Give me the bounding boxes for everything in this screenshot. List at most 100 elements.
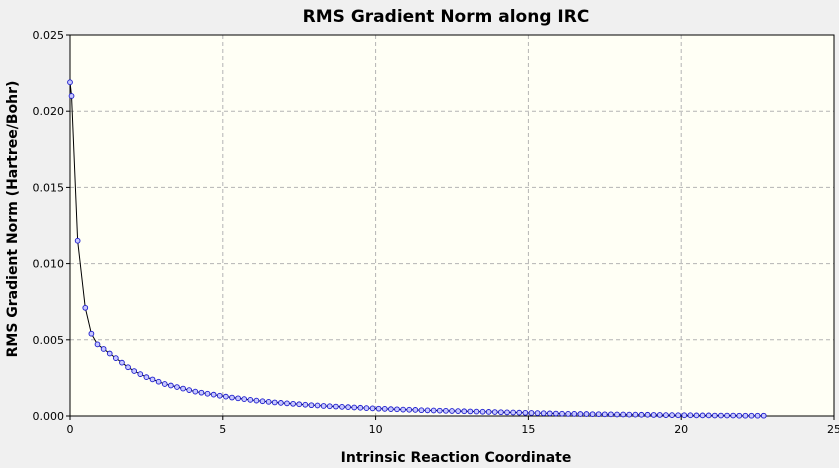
- data-point: [724, 412, 730, 419]
- y-tick-label: 0.000: [33, 410, 65, 423]
- data-point: [119, 359, 125, 366]
- data-point: [663, 412, 669, 418]
- y-tick-label: 0.020: [33, 105, 65, 118]
- data-point: [210, 391, 217, 398]
- data-point: [253, 397, 260, 404]
- data-point: [68, 93, 75, 99]
- data-point: [675, 412, 681, 419]
- data-point: [504, 409, 510, 416]
- data-point: [241, 396, 248, 402]
- data-point: [748, 412, 755, 419]
- data-point: [406, 406, 413, 413]
- data-point: [290, 400, 296, 407]
- data-point: [626, 411, 633, 418]
- data-point: [381, 405, 388, 412]
- data-point: [388, 406, 394, 412]
- data-point: [705, 412, 712, 419]
- data-point: [718, 412, 724, 419]
- data-point: [571, 411, 578, 417]
- plot-frame: [69, 34, 835, 417]
- data-point: [326, 403, 333, 410]
- chart-title: RMS Gradient Norm along IRC: [303, 7, 590, 27]
- data-point: [180, 385, 186, 392]
- data-point: [553, 410, 559, 417]
- data-point: [669, 412, 675, 418]
- data-point: [632, 411, 639, 418]
- data-point: [155, 378, 162, 385]
- data-point: [216, 392, 223, 399]
- data-point: [711, 412, 718, 419]
- data-point: [278, 400, 284, 406]
- data-point: [247, 397, 254, 403]
- data-point: [516, 409, 523, 416]
- data-point: [259, 398, 266, 405]
- data-point: [284, 400, 290, 407]
- x-tick-label: 0: [67, 423, 74, 436]
- data-point: [82, 304, 89, 311]
- data-point: [687, 412, 694, 419]
- data-point: [736, 412, 743, 419]
- data-point: [479, 408, 486, 415]
- plot-area: 0 5 10 15 20 25 0.000 0.005 0.010 0.015 0.020 0.025: [33, 29, 839, 436]
- data-point: [455, 408, 461, 414]
- data-point: [112, 355, 119, 361]
- x-axis-title: Intrinsic Reaction Coordinate: [341, 450, 572, 466]
- data-point: [192, 388, 199, 395]
- data-point: [400, 406, 406, 413]
- data-point: [491, 409, 498, 415]
- data-point: [510, 409, 516, 416]
- x-tick-label: 25: [827, 423, 839, 436]
- data-point: [88, 330, 95, 337]
- data-point: [186, 387, 193, 393]
- data-point: [589, 411, 596, 418]
- data-point: [125, 364, 131, 371]
- data-point: [430, 407, 437, 414]
- data-point: [754, 412, 761, 419]
- data-point: [540, 410, 547, 417]
- data-point: [418, 407, 425, 414]
- data-point: [149, 376, 156, 383]
- data-point: [351, 404, 358, 411]
- data-point: [235, 395, 241, 402]
- data-point: [577, 411, 584, 417]
- data-point: [369, 405, 376, 412]
- data-point: [363, 405, 370, 411]
- data-point: [546, 410, 553, 417]
- data-point: [229, 394, 235, 401]
- x-tick-label: 10: [369, 423, 383, 436]
- data-point: [168, 382, 174, 389]
- data-point: [394, 406, 400, 413]
- data-point: [436, 407, 443, 414]
- plot-background: [70, 35, 834, 416]
- data-point: [339, 404, 345, 410]
- data-point: [412, 407, 419, 413]
- data-point: [375, 405, 382, 412]
- data-point: [320, 403, 327, 409]
- data-point: [534, 410, 541, 416]
- data-point: [583, 411, 590, 417]
- data-point: [137, 371, 144, 377]
- data-point: [608, 411, 614, 418]
- data-point: [473, 408, 480, 415]
- data-point: [94, 341, 101, 348]
- data-point: [681, 412, 688, 419]
- data-point: [265, 398, 272, 405]
- data-point: [302, 401, 309, 408]
- data-point: [296, 401, 303, 408]
- data-point: [638, 411, 645, 418]
- data-point: [522, 409, 529, 416]
- data-point: [595, 411, 602, 418]
- data-point: [131, 368, 138, 374]
- x-tick-label: 15: [521, 423, 535, 436]
- data-point: [204, 390, 211, 397]
- data-point: [730, 412, 737, 419]
- data-point: [699, 412, 706, 419]
- data-point: [449, 408, 455, 414]
- data-point: [693, 412, 700, 419]
- data-point: [467, 408, 474, 415]
- data-point: [614, 411, 620, 418]
- data-point: [143, 374, 150, 380]
- y-tick-label: 0.010: [33, 258, 65, 271]
